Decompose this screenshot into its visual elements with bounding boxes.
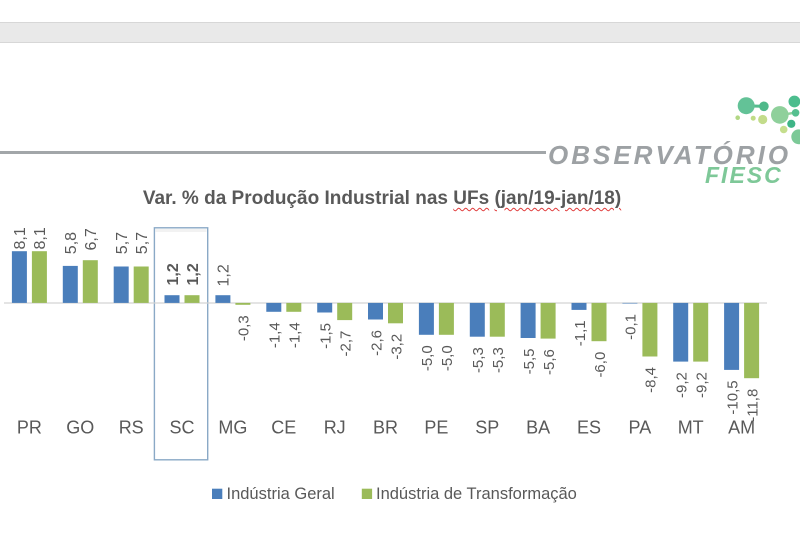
- svg-text:RJ: RJ: [324, 418, 346, 438]
- svg-text:8,1: 8,1: [32, 227, 49, 249]
- svg-text:ES: ES: [577, 418, 601, 438]
- svg-text:-0,1: -0,1: [623, 314, 640, 340]
- svg-text:-5,3: -5,3: [490, 347, 507, 373]
- svg-text:-6,0: -6,0: [592, 352, 609, 378]
- svg-text:BR: BR: [373, 418, 398, 438]
- svg-text:PR: PR: [17, 418, 42, 438]
- svg-text:-10,5: -10,5: [724, 380, 741, 414]
- svg-text:SC: SC: [169, 418, 194, 438]
- svg-text:-0,3: -0,3: [236, 315, 253, 341]
- svg-text:-5,0: -5,0: [439, 345, 456, 371]
- svg-text:1,2: 1,2: [216, 264, 233, 286]
- svg-text:-1,5: -1,5: [318, 323, 335, 349]
- svg-text:CE: CE: [271, 418, 296, 438]
- svg-text:-5,3: -5,3: [470, 347, 487, 373]
- svg-text:-9,2: -9,2: [694, 372, 711, 398]
- svg-text:1,2: 1,2: [185, 263, 202, 285]
- svg-text:-11,8: -11,8: [744, 389, 761, 422]
- svg-text:-2,7: -2,7: [338, 331, 355, 357]
- svg-text:-1,4: -1,4: [267, 322, 284, 348]
- svg-text:-5,5: -5,5: [521, 349, 538, 375]
- svg-text:BA: BA: [526, 418, 550, 438]
- svg-text:-1,4: -1,4: [287, 322, 304, 348]
- svg-text:GO: GO: [66, 418, 94, 438]
- svg-text:5,7: 5,7: [134, 232, 151, 254]
- svg-text:5,8: 5,8: [63, 232, 80, 254]
- svg-text:MG: MG: [218, 418, 247, 438]
- svg-text:-2,6: -2,6: [368, 330, 385, 356]
- svg-text:SP: SP: [475, 418, 499, 438]
- svg-text:-5,0: -5,0: [419, 345, 436, 371]
- svg-text:1,2: 1,2: [165, 263, 182, 285]
- svg-text:-9,2: -9,2: [674, 372, 691, 398]
- svg-text:PA: PA: [629, 418, 652, 438]
- svg-text:5,7: 5,7: [114, 232, 131, 254]
- svg-text:8,1: 8,1: [12, 227, 29, 249]
- svg-text:-1,1: -1,1: [572, 320, 589, 346]
- svg-text:RS: RS: [119, 418, 144, 438]
- svg-text:AM: AM: [728, 418, 755, 438]
- svg-text:-5,6: -5,6: [541, 349, 558, 375]
- svg-text:-3,2: -3,2: [388, 334, 405, 360]
- svg-text:MT: MT: [678, 418, 704, 438]
- svg-text:-8,4: -8,4: [643, 367, 660, 393]
- svg-text:Indústria Geral: Indústria Geral: [227, 485, 335, 503]
- svg-text:6,7: 6,7: [83, 228, 100, 250]
- svg-text:PE: PE: [424, 418, 448, 438]
- svg-text:Indústria de Transformação: Indústria de Transformação: [376, 485, 577, 503]
